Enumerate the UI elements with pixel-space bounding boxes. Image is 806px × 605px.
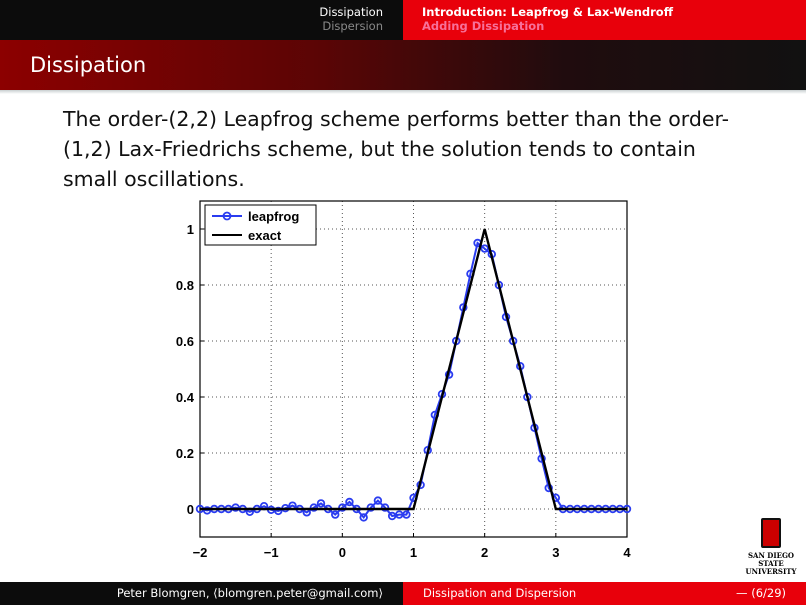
header-sections: Dissipation Dispersion (0, 0, 403, 40)
nav-section-dispersion[interactable]: Dispersion (322, 19, 383, 33)
y-tick-label: 0.6 (176, 334, 194, 349)
series-leapfrog-point (402, 510, 411, 519)
series-leapfrog-point (366, 503, 375, 512)
logo-emblem-icon (761, 518, 781, 548)
x-tick-label: 1 (410, 545, 417, 560)
slide-body-text: The order-(2,2) Leapfrog scheme performs… (63, 107, 729, 191)
series-leapfrog-point (309, 503, 319, 512)
x-tick-label: −2 (193, 545, 208, 560)
legend-leapfrog-label: leapfrog (248, 209, 299, 224)
y-tick-label: 0.4 (176, 390, 195, 405)
x-tick-label: 3 (552, 545, 559, 560)
footer-right: Dissipation and Dispersion — (6/29) (403, 582, 806, 605)
y-tick-label: 1 (187, 222, 194, 237)
legend: leapfrog exact (204, 204, 317, 246)
footer-page-number: — (6/29) (736, 586, 786, 600)
series-leapfrog-point (316, 499, 326, 508)
nav-subsection-intro[interactable]: Introduction: Leapfrog & Lax-Wendroff (422, 5, 674, 19)
series-leapfrog-point (345, 497, 354, 507)
x-tick-label: −1 (264, 545, 279, 560)
logo-line1: SAN DIEGO STATE (747, 551, 795, 568)
x-tick-label: 2 (481, 545, 488, 560)
series-leapfrog-point (373, 496, 383, 505)
frame-title-bar: Dissipation (0, 40, 806, 90)
header-subsections: Introduction: Leapfrog & Lax-Wendroff Ad… (403, 0, 806, 40)
x-tick-label: 0 (339, 545, 346, 560)
legend-exact-label: exact (248, 228, 282, 243)
y-tick-label: 0.8 (176, 278, 194, 293)
series-leapfrog-line (199, 241, 627, 520)
y-tick-label: 0.2 (176, 446, 194, 461)
nav-section-dissipation[interactable]: Dissipation (319, 5, 383, 19)
university-logo: SAN DIEGO STATE UNIVERSITY (736, 518, 806, 576)
footer-title: Dissipation and Dispersion (423, 586, 577, 600)
series-leapfrog-point (274, 506, 283, 516)
footer-author-text: Peter Blomgren, ⟨blomgren.peter@gmail.co… (116, 586, 383, 600)
series-leapfrog-point (359, 513, 368, 522)
series-leapfrog-point (380, 503, 390, 512)
legend-box (204, 204, 317, 246)
x-tick-label: 4 (623, 545, 631, 560)
footer-author: Peter Blomgren, ⟨blomgren.peter@gmail.co… (0, 582, 403, 605)
series-leapfrog-point (331, 510, 340, 519)
legend-leapfrog-marker (222, 211, 232, 221)
logo-line2: UNIVERSITY (745, 567, 797, 576)
series-exact-line (200, 228, 627, 511)
y-tick-label: 0 (187, 502, 194, 517)
frame-title: Dissipation (30, 53, 147, 77)
title-shadow (0, 90, 806, 94)
axis-ticks: −2 −1 0 1 2 3 4 0 0.2 0.4 0.6 0.8 1 (176, 222, 631, 560)
grid (200, 201, 627, 537)
nav-subsection-adding-dissipation[interactable]: Adding Dissipation (422, 19, 545, 33)
series-layer (195, 228, 632, 522)
series-leapfrog-point (338, 503, 347, 512)
series-leapfrog-point (480, 244, 489, 253)
